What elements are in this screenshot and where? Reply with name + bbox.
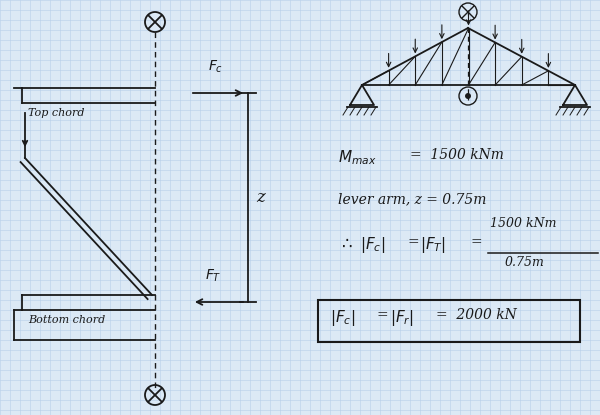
Text: $F_T$: $F_T$	[205, 268, 221, 284]
Text: =: =	[376, 308, 388, 322]
Text: =  1500 kNm: = 1500 kNm	[410, 148, 504, 162]
Bar	[318, 300, 580, 342]
Text: =: =	[408, 235, 424, 249]
Text: $F_c$: $F_c$	[208, 59, 223, 75]
Text: $M_{max}$: $M_{max}$	[338, 148, 376, 167]
Text: $|F_c|$: $|F_c|$	[360, 235, 385, 255]
Text: =: =	[470, 235, 482, 249]
Text: 1500 kNm: 1500 kNm	[490, 217, 557, 230]
Text: $|F_r|$: $|F_r|$	[390, 308, 414, 328]
Text: z: z	[256, 188, 265, 205]
Circle shape	[466, 94, 470, 98]
Text: $|F_T|$: $|F_T|$	[420, 235, 446, 255]
Text: 0.75m: 0.75m	[505, 256, 545, 269]
Text: Bottom chord: Bottom chord	[28, 315, 105, 325]
Text: Top chord: Top chord	[28, 108, 85, 118]
Text: =  2000 kN: = 2000 kN	[436, 308, 517, 322]
Text: lever arm, z = 0.75m: lever arm, z = 0.75m	[338, 192, 487, 206]
Text: $|F_c|$: $|F_c|$	[330, 308, 355, 328]
Text: $\therefore$: $\therefore$	[338, 235, 353, 252]
